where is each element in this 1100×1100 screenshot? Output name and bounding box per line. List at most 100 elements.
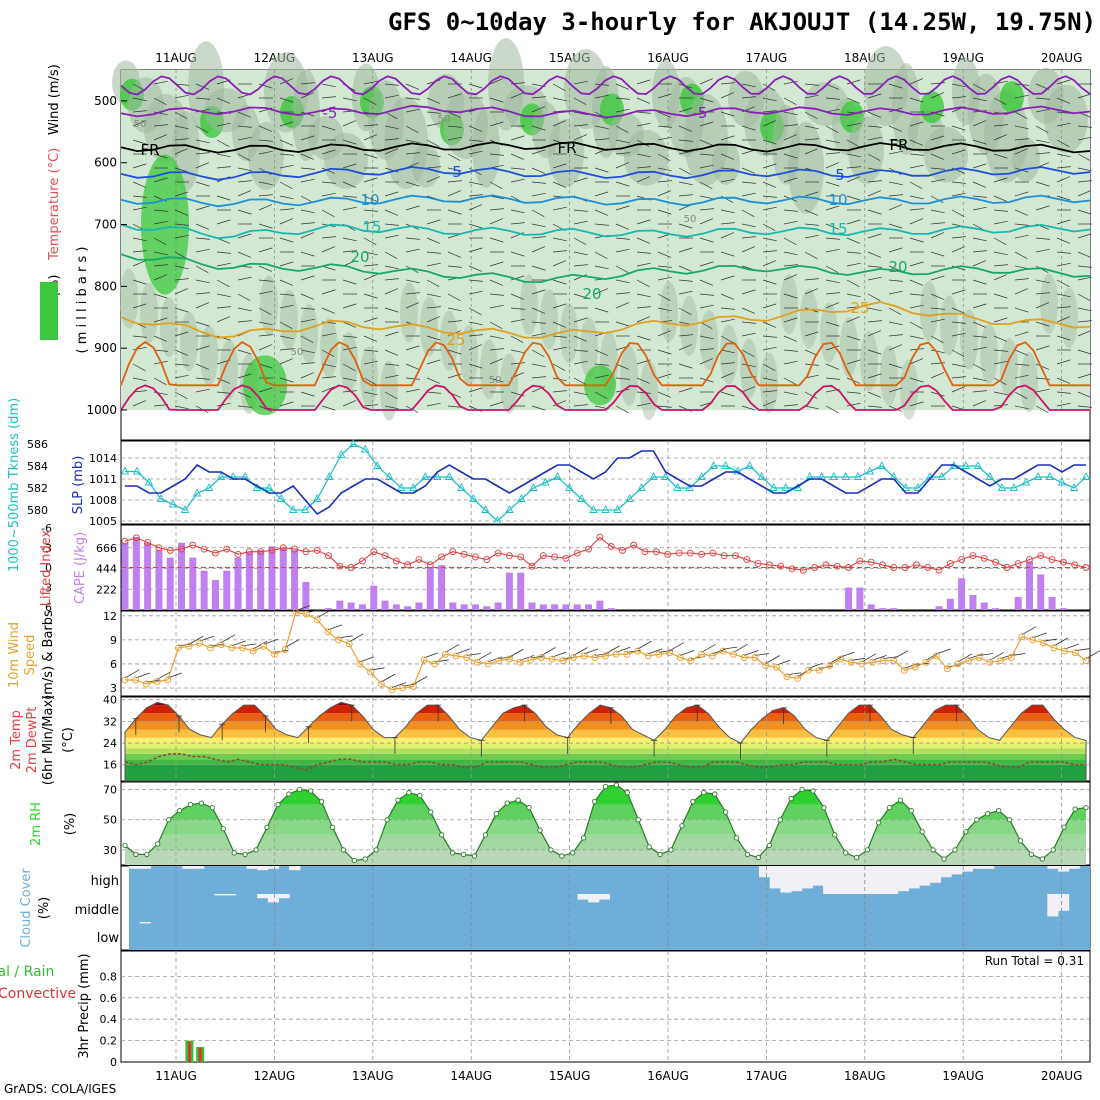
cape-tick-label: 222 [96,583,117,596]
rh-shade-low [200,325,218,386]
lifted-index-line-point [596,533,604,541]
rh2m-line-point [504,800,510,806]
cape-bar [596,600,604,610]
wind-barb [489,121,504,127]
wind-barb [699,97,714,103]
rh2m-line-point [428,809,434,815]
wind-barb [615,302,630,309]
wind-barb [279,293,294,296]
wind-barb-10m [477,651,492,661]
li-tick-label: -3 [41,542,52,555]
wind-barb [279,97,294,103]
wind-barb [741,246,756,253]
wind-barb [384,167,399,173]
thickness-line-point [709,461,718,469]
li-tick-label: 0 [45,562,52,575]
wind-barb [174,391,188,400]
wind-barb-10m [284,639,300,648]
wind-barb [636,279,650,288]
wind-barb [951,386,966,393]
wind-barb [1077,136,1092,141]
wind-barb [468,194,483,197]
wind-speed-line-point [901,666,908,674]
wind-barb [384,391,398,400]
lifted-index-line-point [709,549,717,557]
cape-bar [867,604,875,610]
top-date-label: 14AUG [450,51,492,65]
wind-barb [594,265,609,270]
wind-barb [342,163,357,169]
wind-speed-line-point [687,657,695,665]
wind-barb [573,237,587,246]
wind-barb-10m [573,647,588,656]
lifted-index-line-point [969,552,977,560]
lifted-index-line-point [788,565,796,573]
wind-barb [825,279,840,284]
wind-barb [153,293,168,299]
cloud-high-gap [246,866,258,869]
cloud-high-gap [1057,866,1070,872]
panel-frame-slp [120,440,1091,525]
cape-bar [166,557,174,610]
wind-barb [447,209,462,215]
wind-barb [258,363,273,369]
wind-barb [321,349,335,358]
wind-speed-line-point [313,616,321,624]
wind-barb [1014,125,1029,130]
wind-barb [552,206,567,211]
wind-barb [783,377,797,386]
rh2m-line-point [220,826,226,832]
wind-barb [426,316,441,323]
wind-barb [573,220,588,225]
wind-speed-line-point [922,658,930,666]
thickness-line-point [469,494,478,502]
wind-barb [972,321,987,328]
wind-barb [573,134,588,141]
wind-barb [195,139,210,144]
lifted-index-line-point [505,552,513,560]
cape-bar [528,602,536,610]
wind-barb [426,176,441,183]
rh2m-line-point [471,853,478,859]
wind-barb-10m [220,634,236,644]
cloud-high-gap [940,866,952,878]
thickness-line [125,443,1087,522]
wind-barb [741,386,756,393]
wind-barb [132,237,147,242]
wind-speed-line-point [644,652,652,660]
rh-band [125,789,1086,805]
thickness-line-point [204,483,214,491]
rh2m-line-point [537,827,543,833]
rh2m-line-point [570,850,576,856]
wind-barb-10m [669,642,684,652]
wind-barb [1014,374,1029,379]
wind-barb [867,233,882,239]
wind-barb-10m [680,650,695,656]
rh2m-line-point [460,851,467,858]
wind-barb [1014,349,1029,356]
wind-barb [741,332,756,337]
wind-barb-10m [327,624,343,631]
lifted-index-line-point [325,552,332,560]
wind-barb [1014,94,1029,99]
lifted-index-line-point [765,561,773,569]
wind-barb [825,292,840,295]
wind-barb [930,391,945,397]
wind-speed-line-point [719,647,727,655]
wind-barb [615,321,630,327]
wind-barb [867,391,882,398]
wind-tick-label: 12 [103,610,117,623]
temp-band [125,748,1086,754]
wind-barb [363,237,377,246]
wind-barb [1077,276,1092,281]
wind-speed-line-point [858,660,866,668]
rh2m-line-point [166,817,172,823]
wind-barb [216,97,231,104]
wind-barb [699,139,714,146]
lifted-index-line-point [992,558,1000,566]
wind-barb [468,167,482,176]
wind-barb [342,346,357,351]
wind-barb [279,335,294,340]
rh2m-line-point [122,842,128,849]
lifted-index-line [124,536,1087,571]
